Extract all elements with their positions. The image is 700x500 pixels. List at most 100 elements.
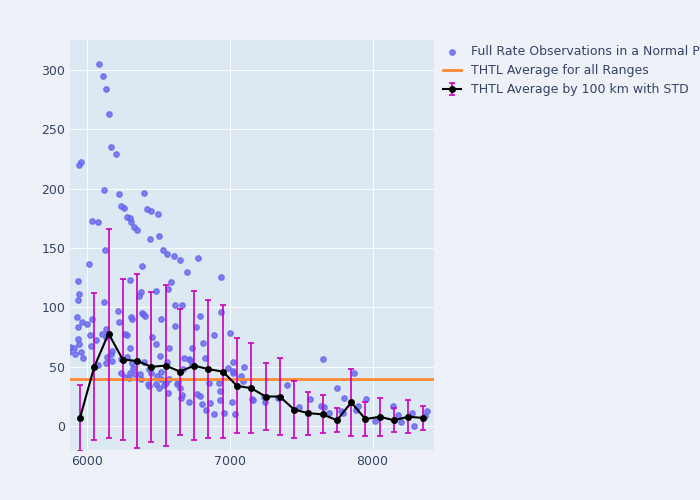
Full Rate Observations in a Normal Point <box>200 406 211 414</box>
Full Rate Observations in a Normal Point <box>100 325 111 333</box>
Full Rate Observations in a Normal Point <box>113 318 125 326</box>
Full Rate Observations in a Normal Point <box>294 402 305 410</box>
Full Rate Observations in a Normal Point <box>96 330 107 338</box>
Full Rate Observations in a Normal Point <box>102 352 113 360</box>
Full Rate Observations in a Normal Point <box>153 210 164 218</box>
Full Rate Observations in a Normal Point <box>97 72 108 80</box>
Full Rate Observations in a Normal Point <box>259 398 270 406</box>
Full Rate Observations in a Normal Point <box>174 256 186 264</box>
Full Rate Observations in a Normal Point <box>101 359 112 367</box>
Full Rate Observations in a Normal Point <box>146 333 158 341</box>
Full Rate Observations in a Normal Point <box>76 158 87 166</box>
Full Rate Observations in a Normal Point <box>323 410 335 418</box>
Full Rate Observations in a Normal Point <box>136 309 148 317</box>
Full Rate Observations in a Normal Point <box>106 356 118 364</box>
Full Rate Observations in a Normal Point <box>122 213 133 221</box>
Full Rate Observations in a Normal Point <box>144 382 155 390</box>
Full Rate Observations in a Normal Point <box>144 235 155 243</box>
Full Rate Observations in a Normal Point <box>85 332 96 340</box>
Full Rate Observations in a Normal Point <box>331 384 342 392</box>
Full Rate Observations in a Normal Point <box>139 312 150 320</box>
Full Rate Observations in a Normal Point <box>197 400 208 408</box>
Full Rate Observations in a Normal Point <box>71 312 83 320</box>
Full Rate Observations in a Normal Point <box>352 402 363 410</box>
Full Rate Observations in a Normal Point <box>141 205 153 213</box>
Full Rate Observations in a Normal Point <box>160 379 172 387</box>
Full Rate Observations in a Normal Point <box>78 354 89 362</box>
Full Rate Observations in a Normal Point <box>155 352 166 360</box>
Full Rate Observations in a Normal Point <box>370 416 381 424</box>
Full Rate Observations in a Normal Point <box>179 354 190 362</box>
Full Rate Observations in a Normal Point <box>187 344 198 352</box>
Full Rate Observations in a Normal Point <box>169 252 180 260</box>
Full Rate Observations in a Normal Point <box>99 298 110 306</box>
Full Rate Observations in a Normal Point <box>72 323 83 331</box>
Full Rate Observations in a Normal Point <box>392 412 403 420</box>
Full Rate Observations in a Normal Point <box>144 364 155 372</box>
Full Rate Observations in a Normal Point <box>150 380 161 388</box>
Full Rate Observations in a Normal Point <box>166 278 177 285</box>
Full Rate Observations in a Normal Point <box>185 356 196 364</box>
Full Rate Observations in a Normal Point <box>259 394 270 402</box>
Full Rate Observations in a Normal Point <box>73 161 84 169</box>
Full Rate Observations in a Normal Point <box>225 329 236 337</box>
Full Rate Observations in a Normal Point <box>92 361 104 369</box>
Full Rate Observations in a Normal Point <box>153 232 164 240</box>
Full Rate Observations in a Normal Point <box>209 410 220 418</box>
Full Rate Observations in a Normal Point <box>162 389 174 397</box>
Full Rate Observations in a Normal Point <box>175 384 186 392</box>
Legend: Full Rate Observations in a Normal Point, THTL Average for all Ranges, THTL Aver: Full Rate Observations in a Normal Point… <box>438 40 700 102</box>
Full Rate Observations in a Normal Point <box>337 409 349 417</box>
Full Rate Observations in a Normal Point <box>115 356 126 364</box>
Full Rate Observations in a Normal Point <box>408 422 419 430</box>
Full Rate Observations in a Normal Point <box>169 301 181 309</box>
Full Rate Observations in a Normal Point <box>86 314 97 322</box>
Full Rate Observations in a Normal Point <box>72 335 83 343</box>
Full Rate Observations in a Normal Point <box>118 204 130 212</box>
Full Rate Observations in a Normal Point <box>204 379 215 387</box>
Full Rate Observations in a Normal Point <box>138 310 149 318</box>
Full Rate Observations in a Normal Point <box>227 369 238 377</box>
Full Rate Observations in a Normal Point <box>162 250 173 258</box>
Full Rate Observations in a Normal Point <box>155 314 167 322</box>
Full Rate Observations in a Normal Point <box>186 360 197 368</box>
Full Rate Observations in a Normal Point <box>215 308 226 316</box>
Full Rate Observations in a Normal Point <box>248 396 259 404</box>
Full Rate Observations in a Normal Point <box>106 348 118 356</box>
Full Rate Observations in a Normal Point <box>318 354 329 362</box>
Full Rate Observations in a Normal Point <box>214 380 225 388</box>
Full Rate Observations in a Normal Point <box>124 370 135 378</box>
Full Rate Observations in a Normal Point <box>164 344 175 351</box>
Full Rate Observations in a Normal Point <box>110 150 121 158</box>
Full Rate Observations in a Normal Point <box>227 366 238 374</box>
Full Rate Observations in a Normal Point <box>237 377 248 385</box>
Full Rate Observations in a Normal Point <box>360 395 371 403</box>
Full Rate Observations in a Normal Point <box>76 318 88 326</box>
Full Rate Observations in a Normal Point <box>120 330 131 338</box>
Full Rate Observations in a Normal Point <box>69 344 80 352</box>
Full Rate Observations in a Normal Point <box>69 350 80 358</box>
Full Rate Observations in a Normal Point <box>335 408 346 416</box>
Full Rate Observations in a Normal Point <box>230 410 241 418</box>
Full Rate Observations in a Normal Point <box>116 369 127 377</box>
Full Rate Observations in a Normal Point <box>136 262 148 270</box>
Full Rate Observations in a Normal Point <box>91 336 102 344</box>
Full Rate Observations in a Normal Point <box>153 384 164 392</box>
Full Rate Observations in a Normal Point <box>113 308 124 316</box>
Full Rate Observations in a Normal Point <box>134 370 146 378</box>
Full Rate Observations in a Normal Point <box>158 246 169 254</box>
Full Rate Observations in a Normal Point <box>139 358 150 366</box>
Full Rate Observations in a Normal Point <box>406 408 417 416</box>
Full Rate Observations in a Normal Point <box>214 396 225 404</box>
Full Rate Observations in a Normal Point <box>177 301 188 309</box>
Full Rate Observations in a Normal Point <box>122 352 133 360</box>
Full Rate Observations in a Normal Point <box>129 222 140 230</box>
Full Rate Observations in a Normal Point <box>106 143 117 151</box>
Full Rate Observations in a Normal Point <box>281 381 293 389</box>
Full Rate Observations in a Normal Point <box>74 340 85 347</box>
Full Rate Observations in a Normal Point <box>190 322 202 330</box>
Full Rate Observations in a Normal Point <box>419 412 430 420</box>
Full Rate Observations in a Normal Point <box>98 186 109 194</box>
Full Rate Observations in a Normal Point <box>176 394 187 402</box>
Full Rate Observations in a Normal Point <box>132 226 143 234</box>
